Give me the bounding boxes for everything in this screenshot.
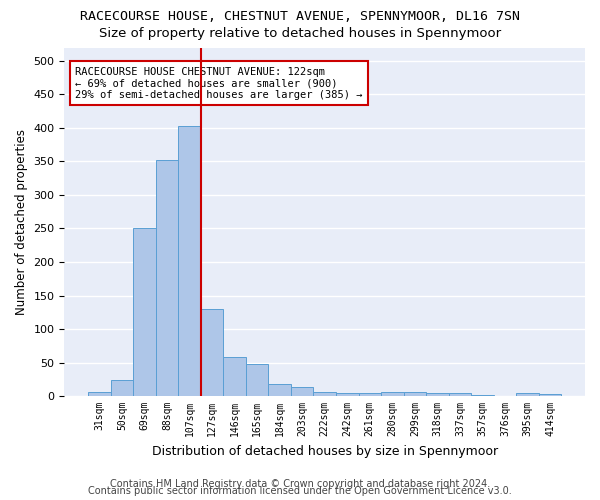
Text: RACECOURSE HOUSE CHESTNUT AVENUE: 122sqm
← 69% of detached houses are smaller (9: RACECOURSE HOUSE CHESTNUT AVENUE: 122sqm… [75,66,362,100]
Bar [155,160,178,396]
Bar [223,357,246,396]
Bar [268,384,291,396]
Bar [201,309,223,396]
Bar [178,126,201,396]
Text: Contains public sector information licensed under the Open Government Licence v3: Contains public sector information licen… [88,486,512,496]
Bar [88,392,110,396]
Text: RACECOURSE HOUSE, CHESTNUT AVENUE, SPENNYMOOR, DL16 7SN: RACECOURSE HOUSE, CHESTNUT AVENUE, SPENN… [80,10,520,23]
Bar [516,394,539,396]
Bar [359,394,381,396]
Bar [133,228,155,396]
Bar [291,386,313,396]
Bar [110,380,133,396]
Text: Size of property relative to detached houses in Spennymoor: Size of property relative to detached ho… [99,28,501,40]
Bar [449,392,471,396]
Bar [246,364,268,396]
Bar [336,392,359,396]
Text: Contains HM Land Registry data © Crown copyright and database right 2024.: Contains HM Land Registry data © Crown c… [110,479,490,489]
Bar [426,392,449,396]
Bar [404,392,426,396]
Bar [381,392,404,396]
Y-axis label: Number of detached properties: Number of detached properties [15,129,28,315]
Bar [539,394,562,396]
X-axis label: Distribution of detached houses by size in Spennymoor: Distribution of detached houses by size … [152,444,498,458]
Bar [313,392,336,396]
